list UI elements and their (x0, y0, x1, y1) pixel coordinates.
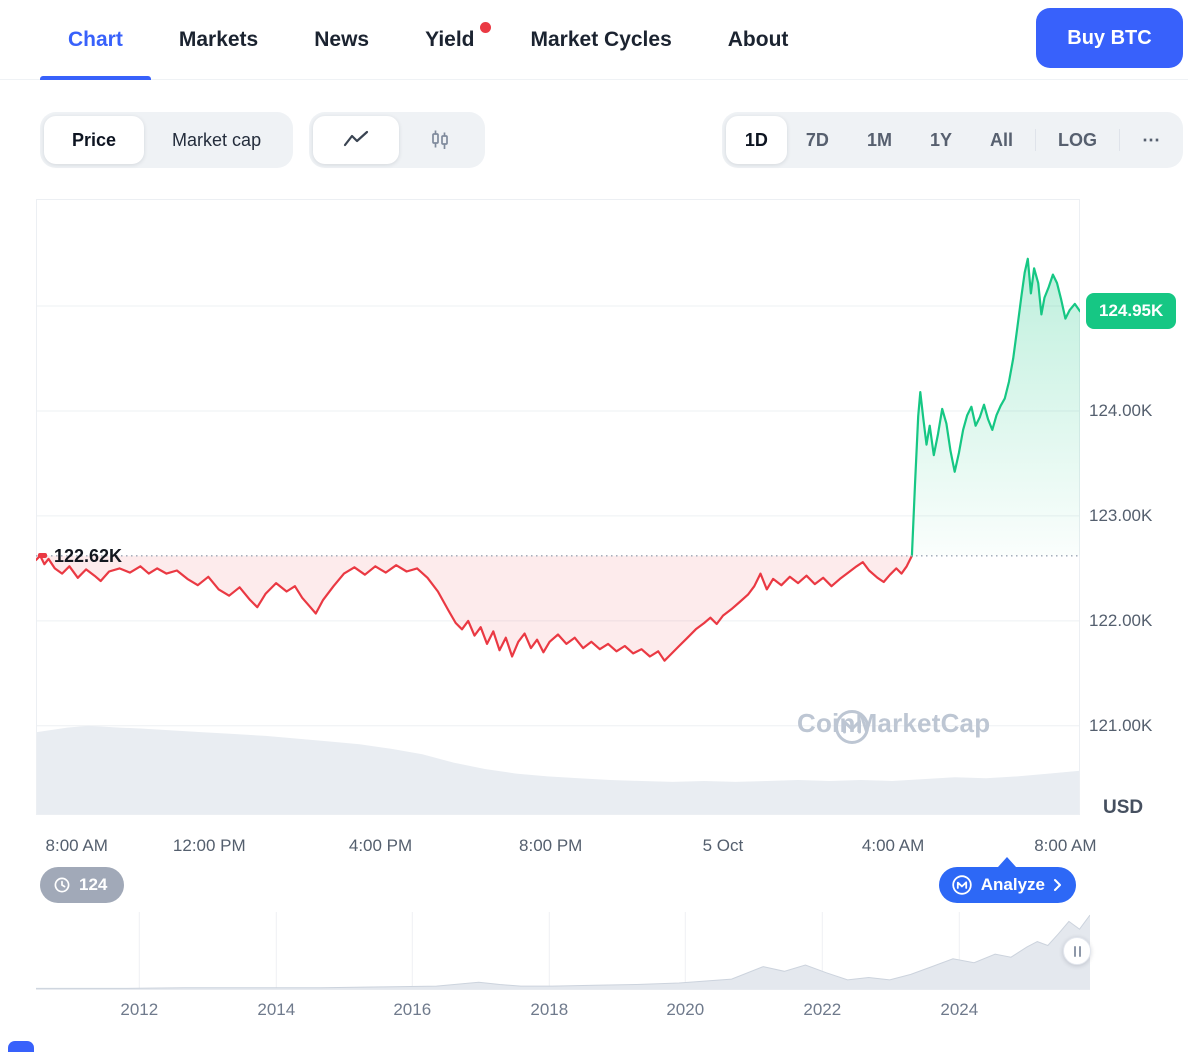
divider (1119, 129, 1120, 151)
clock-icon (54, 877, 70, 893)
open-price-value: 122.62K (54, 545, 123, 566)
open-price-marker-icon (38, 553, 47, 559)
open-price-label: 122.62K (38, 545, 122, 567)
price-below-open-line (36, 554, 913, 662)
line-chart-type-button[interactable] (313, 116, 400, 164)
mini-chart-year-axis: 2012 2014 2016 2018 2020 2022 2024 (0, 1000, 1188, 1022)
x-axis-label: 5 Oct (702, 836, 744, 855)
tab-markets-label: Markets (178, 27, 259, 51)
scroll-widget-fragment[interactable] (8, 1041, 34, 1052)
x-axis-label: 4:00 AM (861, 836, 925, 855)
mini-history-area (36, 915, 1090, 990)
range-all[interactable]: All (989, 129, 1013, 150)
notification-dot (479, 22, 491, 33)
tab-yield[interactable]: Yield (397, 0, 502, 79)
candlestick-chart-type-button[interactable] (399, 116, 481, 164)
range-selector-chart[interactable]: 2012 2014 2016 2018 2020 2022 2024 (0, 912, 1188, 1044)
chevron-right-icon (1053, 878, 1062, 892)
range-1d[interactable]: 1D (725, 116, 787, 164)
year-label: 2022 (803, 1000, 842, 1019)
x-axis-label: 8:00 AM (1034, 836, 1097, 855)
tab-market-cycles[interactable]: Market Cycles (503, 0, 700, 79)
tab-markets[interactable]: Markets (151, 0, 286, 79)
divider (1035, 129, 1036, 151)
chart-footer-controls: 124 Analyze (0, 857, 1188, 903)
tab-about[interactable]: About (700, 0, 817, 79)
year-label: 2016 (393, 1000, 432, 1019)
top-navigation: Chart Markets News Yield Market Cycles A… (0, 0, 1188, 80)
metric-toggle: Price Market cap (40, 112, 294, 168)
price-above-open-line (910, 257, 1080, 557)
price-above-open-fill (911, 258, 1080, 556)
x-axis-label: 8:00 AM (45, 836, 108, 855)
nav-tabs: Chart Markets News Yield Market Cycles A… (0, 0, 1188, 80)
tab-market-cycles-label: Market Cycles (530, 27, 672, 51)
x-axis-label: 4:00 PM (348, 836, 413, 855)
y-axis-label: 122.00K (1089, 610, 1153, 630)
mini-history-line (36, 914, 1090, 989)
more-options-button[interactable]: ⋯ (1142, 129, 1160, 150)
tab-news-label: News (314, 27, 370, 51)
x-axis: 8:00 AM 12:00 PM 4:00 PM 8:00 PM 5 Oct 4:00 A… (0, 836, 1188, 858)
tab-chart[interactable]: Chart (40, 0, 151, 80)
coinmarketcap-watermark: CoinMarketCap (797, 708, 991, 744)
tab-chart-label: Chart (68, 27, 123, 51)
buy-btc-button[interactable]: Buy BTC (1036, 8, 1183, 68)
pause-handle-icon (1073, 945, 1076, 957)
chart-type-toggle (309, 112, 486, 168)
year-label: 2024 (940, 1000, 979, 1019)
chart-toolbar: Price Market cap 1D 7D 1M 1Y All LOG ⋯ (0, 112, 1188, 168)
range-selector-handle[interactable] (1063, 937, 1091, 965)
mini-chart-canvas[interactable] (36, 912, 1090, 990)
year-label: 2014 (257, 1000, 296, 1019)
x-axis-label: 8:00 PM (519, 836, 583, 855)
y-axis-label: 123.00K (1089, 505, 1153, 525)
year-label: 2020 (666, 1000, 705, 1019)
range-1y[interactable]: 1Y (929, 129, 952, 150)
volume-area (36, 725, 1080, 815)
axis-unit-label: USD (1103, 797, 1144, 818)
y-axis-label: 121.00K (1089, 715, 1153, 735)
log-scale-button[interactable]: LOG (1058, 129, 1097, 150)
year-label: 2012 (120, 1000, 159, 1019)
metric-option-price[interactable]: Price (44, 116, 145, 164)
price-chart: 124.00K 123.00K 122.00K 121.00K USD 122.62K… (0, 199, 1188, 899)
year-label: 2018 (530, 1000, 569, 1019)
coinmarketcap-badge-icon (952, 875, 972, 895)
analyze-button-label: Analyze (980, 875, 1045, 894)
tab-about-label: About (727, 27, 789, 51)
price-chart-canvas[interactable] (36, 199, 1080, 815)
history-count-pill[interactable]: 124 (40, 867, 125, 903)
coinmarketcap-logo-icon (835, 710, 869, 744)
range-7d[interactable]: 7D (805, 129, 829, 150)
watermark-text: CoinMarketCap (797, 708, 991, 738)
candlestick-icon (432, 130, 448, 149)
tab-yield-label: Yield (425, 27, 475, 51)
price-below-open-fill (36, 555, 912, 661)
range-toggle: 1D 7D 1M 1Y All LOG ⋯ (721, 112, 1183, 168)
last-price-badge: 124.95K (1086, 293, 1177, 330)
analyze-button[interactable]: Analyze (938, 857, 1076, 903)
history-count-value: 124 (79, 875, 108, 894)
range-1m[interactable]: 1M (866, 129, 892, 150)
y-axis: 124.00K 123.00K 122.00K 121.00K (1086, 199, 1186, 815)
line-chart-icon (343, 130, 369, 147)
metric-option-market-cap[interactable]: Market cap (172, 129, 262, 150)
x-axis-label: 12:00 PM (172, 836, 246, 855)
y-axis-label: 124.00K (1089, 400, 1153, 420)
tab-news[interactable]: News (286, 0, 397, 79)
